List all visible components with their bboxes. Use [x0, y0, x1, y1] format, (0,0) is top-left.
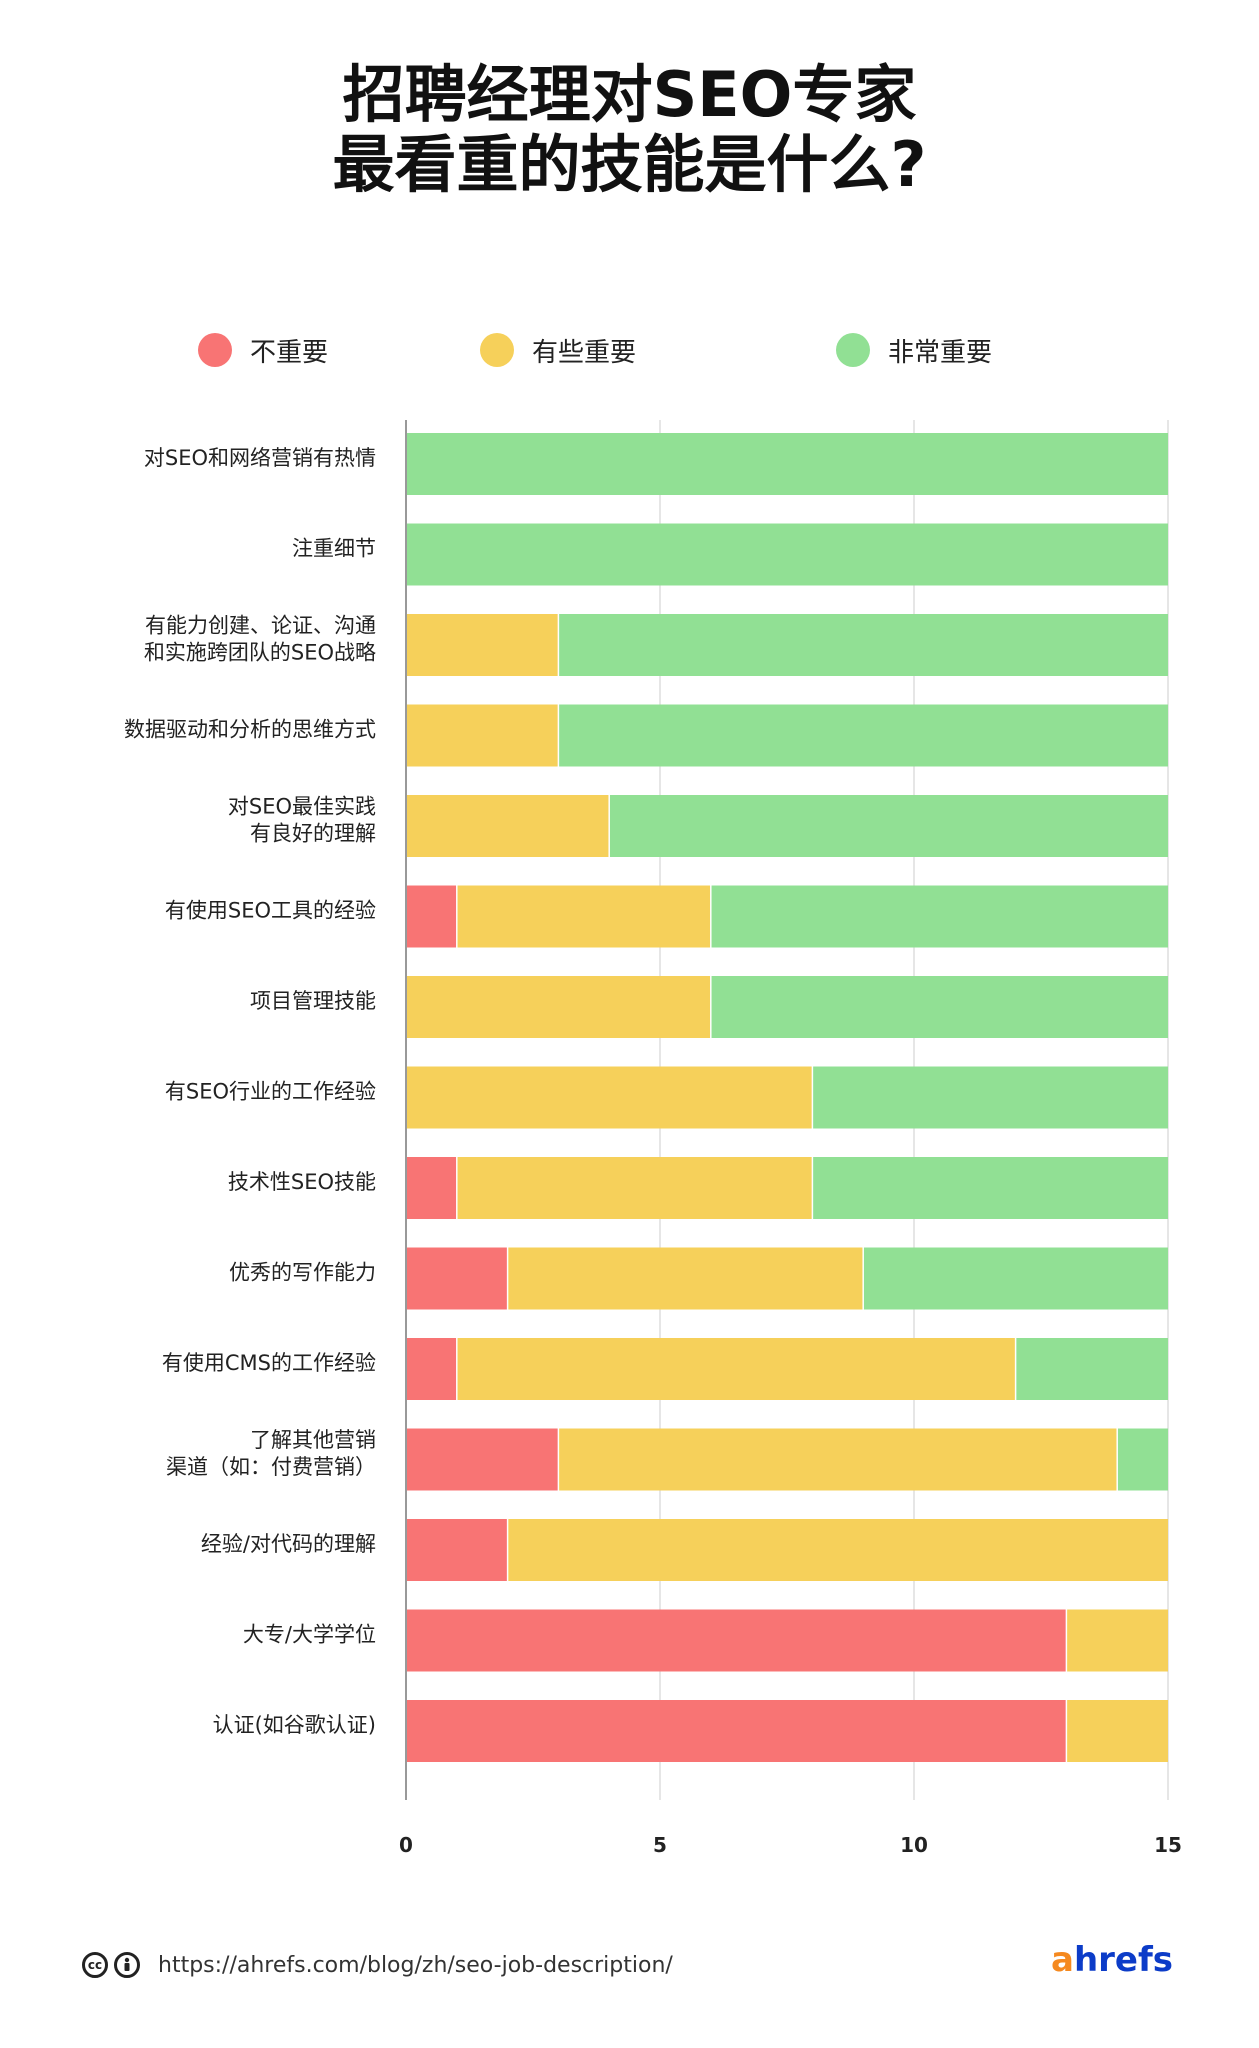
bar-row-14-series-0 — [406, 1700, 1067, 1762]
bar-row-2-series-2 — [558, 614, 1168, 676]
bar-row-3-series-2 — [558, 704, 1168, 767]
legend-item-very-important: 非常重要 — [836, 330, 992, 370]
category-label-0: 对SEO和网络营销有热情 — [144, 446, 376, 470]
footer: cc https://ahrefs.com/blog/zh/seo-job-de… — [82, 1945, 673, 1985]
x-tick-label-2: 10 — [900, 1833, 928, 1857]
bar-row-4-series-2 — [609, 795, 1168, 857]
category-label-8: 技术性SEO技能 — [228, 1170, 376, 1194]
bar-row-12-series-0 — [406, 1519, 508, 1581]
legend-swatch-not-important — [198, 333, 232, 367]
bar-row-0-series-2 — [406, 433, 1168, 495]
bar-row-11-series-0 — [406, 1428, 559, 1491]
bar-row-10-series-0 — [406, 1338, 457, 1400]
category-label-2-line-1: 和实施跨团队的SEO战略 — [144, 641, 376, 665]
bar-row-6-series-1 — [406, 976, 711, 1038]
category-label-9: 优秀的写作能力 — [229, 1261, 376, 1285]
bar-row-13-series-0 — [406, 1609, 1067, 1672]
bar-row-10-series-2 — [1015, 1338, 1168, 1400]
bar-row-8-series-1 — [456, 1157, 813, 1219]
ahrefs-logo: ahrefs — [1051, 1940, 1173, 1980]
bar-row-5-series-1 — [456, 885, 711, 948]
bar-row-11-series-1 — [558, 1428, 1118, 1491]
bar-row-9-series-2 — [863, 1247, 1168, 1310]
attribution-icon — [114, 1952, 140, 1978]
bar-row-13-series-1 — [1066, 1609, 1168, 1672]
x-tick-label-1: 5 — [653, 1833, 667, 1857]
legend-label-somewhat-important: 有些重要 — [532, 337, 637, 368]
bar-row-9-series-1 — [507, 1247, 864, 1310]
category-label-14: 认证(如谷歌认证) — [213, 1713, 376, 1737]
x-tick-label-3: 15 — [1154, 1833, 1182, 1857]
category-label-2-line-0: 有能力创建、论证、沟通 — [145, 614, 376, 638]
bar-row-5-series-0 — [406, 885, 457, 948]
bar-row-2-series-1 — [406, 614, 559, 676]
title-line-1: 招聘经理对SEO专家 — [342, 58, 917, 131]
person-icon — [124, 1957, 130, 1971]
bar-row-6-series-2 — [710, 976, 1168, 1038]
legend-label-not-important: 不重要 — [250, 337, 329, 368]
category-label-1: 注重细节 — [292, 537, 376, 561]
bar-row-11-series-2 — [1117, 1428, 1168, 1491]
category-label-11-line-1: 渠道（如：付费营销） — [166, 1455, 376, 1479]
category-label-4-line-0: 对SEO最佳实践 — [228, 795, 376, 819]
bar-row-7-series-1 — [406, 1066, 813, 1129]
bar-row-8-series-2 — [812, 1157, 1168, 1219]
bar-row-7-series-2 — [812, 1066, 1168, 1129]
bar-row-4-series-1 — [406, 795, 610, 857]
bar-row-14-series-1 — [1066, 1700, 1168, 1762]
category-label-12: 经验/对代码的理解 — [201, 1532, 376, 1556]
bar-row-8-series-0 — [406, 1157, 457, 1219]
creative-commons-icon: cc — [82, 1952, 108, 1978]
legend-item-not-important: 不重要 — [198, 330, 328, 370]
category-label-4-line-1: 有良好的理解 — [250, 822, 376, 846]
bar-row-1-series-2 — [406, 523, 1168, 586]
bar-row-10-series-1 — [456, 1338, 1016, 1400]
legend-item-somewhat-important: 有些重要 — [480, 330, 636, 370]
category-label-3: 数据驱动和分析的思维方式 — [124, 718, 376, 742]
category-label-6: 项目管理技能 — [250, 989, 376, 1013]
stacked-bar-chart: 对SEO和网络营销有热情注重细节有能力创建、论证、沟通和实施跨团队的SEO战略数… — [124, 420, 1182, 1857]
bar-row-5-series-2 — [710, 885, 1168, 948]
logo-main-text: hrefs — [1073, 1940, 1173, 1980]
legend-swatch-very-important — [836, 333, 870, 367]
category-label-10: 有使用CMS的工作经验 — [162, 1351, 376, 1375]
source-url[interactable]: https://ahrefs.com/blog/zh/seo-job-descr… — [158, 1952, 673, 1978]
category-label-5: 有使用SEO工具的经验 — [165, 899, 376, 923]
bar-row-3-series-1 — [406, 704, 559, 767]
x-tick-label-0: 0 — [399, 1833, 413, 1857]
bar-row-12-series-1 — [507, 1519, 1169, 1581]
category-label-7: 有SEO行业的工作经验 — [165, 1080, 376, 1104]
legend-label-very-important: 非常重要 — [888, 337, 993, 368]
category-label-11-line-0: 了解其他营销 — [250, 1428, 376, 1452]
chart-title: 招聘经理对SEO专家 最看重的技能是什么? — [0, 60, 1259, 200]
category-label-13: 大专/大学学位 — [243, 1623, 376, 1647]
logo-accent-letter: a — [1050, 1940, 1074, 1980]
legend-swatch-somewhat-important — [480, 333, 514, 367]
title-line-2: 最看重的技能是什么? — [332, 128, 927, 201]
bar-row-9-series-0 — [406, 1247, 508, 1310]
